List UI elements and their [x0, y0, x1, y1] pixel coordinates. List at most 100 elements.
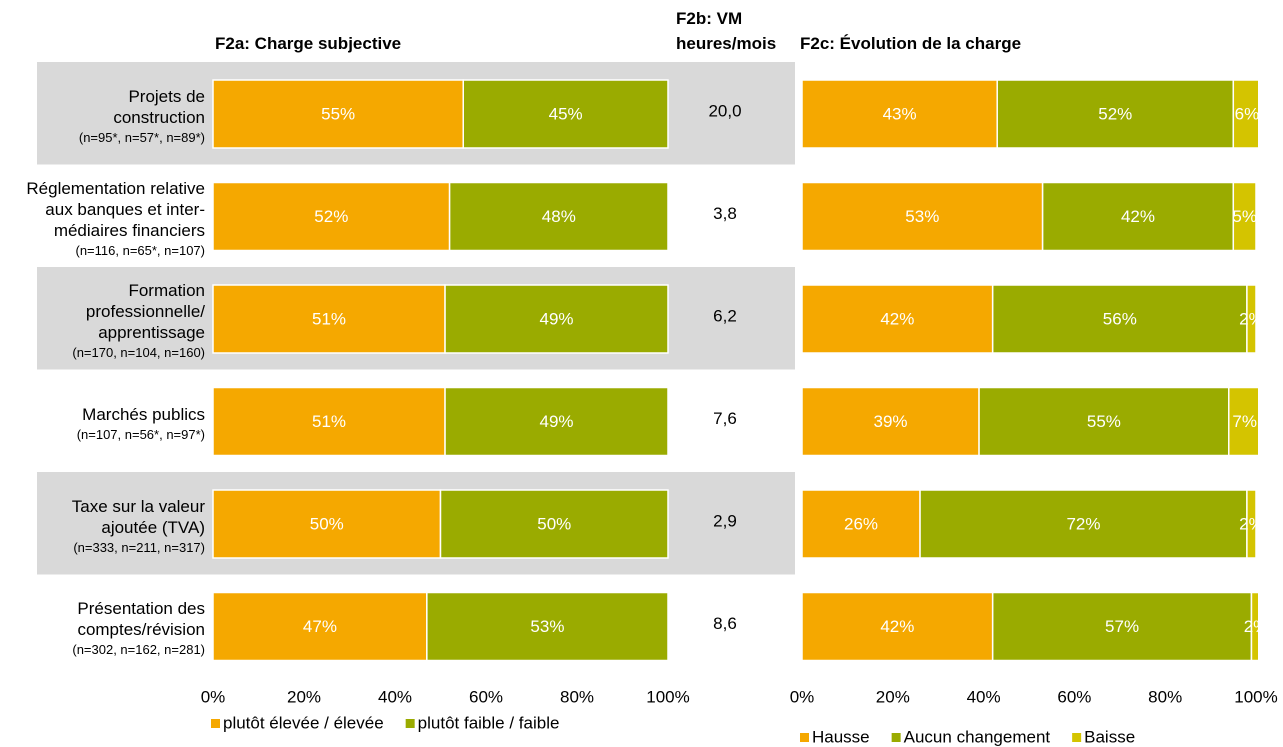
category-name: Projets de construction: [113, 86, 205, 127]
value-label: 53%: [905, 207, 939, 226]
value-label: 55%: [1087, 412, 1121, 431]
value-label: 2%: [1244, 617, 1269, 636]
x-tick-label: 80%: [560, 687, 594, 706]
bar-segment: [991, 591, 1253, 662]
x-tick-label: 80%: [1148, 687, 1182, 706]
panel-title: F2a: Charge subjective: [215, 34, 402, 53]
bar-segment: [1041, 181, 1235, 252]
x-tick-label: 20%: [287, 687, 321, 706]
value-label: 50%: [537, 514, 571, 533]
bar-segment: [996, 79, 1235, 149]
sample-size: (n=170, n=104, n=160): [72, 345, 205, 361]
value-label: 51%: [312, 412, 346, 431]
category-label: Marchés publics (n=107, n=56*, n=97*): [0, 404, 205, 444]
value-label: 6%: [1235, 104, 1260, 123]
table-value: 8,6: [713, 614, 737, 633]
category-name: Marchés publics: [82, 404, 205, 424]
bar-segment: [801, 386, 980, 457]
category-label: Formation professionnelle/ apprentissage…: [0, 280, 205, 362]
bar-segment: [212, 591, 428, 662]
panel-title: F2b: VM heures/mois: [676, 9, 777, 53]
value-label: 57%: [1105, 617, 1139, 636]
bar-segment: [212, 284, 446, 354]
legend-swatch: [800, 733, 809, 742]
legend-label: Hausse: [812, 727, 870, 746]
table-value: 6,2: [713, 306, 737, 325]
bar-segment: [1246, 489, 1257, 559]
value-label: 42%: [880, 309, 914, 328]
category-label: Projets de construction (n=95*, n=57*, n=…: [0, 86, 205, 147]
value-label: 50%: [310, 514, 344, 533]
category-name: Taxe sur la valeur ajoutée (TVA): [71, 496, 205, 537]
x-tick-label: 20%: [876, 687, 910, 706]
bar-segment: [439, 489, 669, 559]
value-label: 42%: [880, 617, 914, 636]
value-label: 52%: [314, 207, 348, 226]
bar-segment: [212, 79, 464, 149]
legend-swatch: [211, 719, 220, 728]
bar-segment: [1232, 79, 1258, 149]
bar-segment: [801, 591, 994, 662]
bar-segment: [1250, 591, 1258, 662]
category-label: Taxe sur la valeur ajoutée (TVA) (n=333, …: [0, 496, 205, 557]
value-label: 39%: [874, 412, 908, 431]
value-label: 43%: [883, 104, 917, 123]
value-label: 42%: [1121, 207, 1155, 226]
value-label: 49%: [540, 309, 574, 328]
legend-label: plutôt élevée / élevée: [223, 713, 384, 732]
sample-size: (n=107, n=56*, n=97*): [76, 426, 205, 442]
x-tick-label: 60%: [1057, 687, 1091, 706]
bar-segment: [462, 79, 669, 149]
x-tick-label: 100%: [646, 687, 689, 706]
sample-size: (n=116, n=65*, n=107): [75, 242, 205, 258]
bar-segment: [444, 386, 669, 457]
category-name: Réglementation relative aux banques et i…: [26, 178, 205, 240]
bar-segment: [426, 591, 669, 662]
table-value: 3,8: [713, 204, 737, 223]
x-tick-label: 40%: [378, 687, 412, 706]
value-label: 2%: [1239, 309, 1264, 328]
value-label: 48%: [542, 207, 576, 226]
x-tick-label: 60%: [469, 687, 503, 706]
category-label: Présentation des comptes/révision (n=302,…: [0, 598, 205, 659]
x-tick-label: 0%: [790, 687, 815, 706]
panel-title: F2c: Évolution de la charge: [800, 34, 1022, 53]
bar-segment: [444, 284, 669, 354]
sample-size: (n=302, n=162, n=281): [72, 642, 205, 658]
value-label: 7%: [1232, 412, 1257, 431]
value-label: 56%: [1103, 309, 1137, 328]
value-label: 52%: [1098, 104, 1132, 123]
bar-segment: [448, 181, 669, 252]
sample-size: (n=333, n=211, n=317): [73, 539, 205, 555]
category-name: Formation professionnelle/ apprentissage: [85, 281, 205, 343]
bar-segment: [212, 489, 442, 559]
legend-swatch: [405, 719, 415, 728]
table-value: 7,6: [713, 409, 737, 428]
table-value: 20,0: [708, 101, 741, 120]
bar-segment: [1232, 181, 1257, 252]
bar-segment: [919, 489, 1248, 559]
legend-label: Baisse: [1084, 727, 1135, 746]
legend-label: plutôt faible / faible: [418, 713, 560, 732]
bar-segment: [991, 284, 1248, 354]
value-label: 2%: [1239, 514, 1264, 533]
right-panel: 43% 52% 6% 53% 42% 5% 42% 56% 2% 39% 55% 7% 26% 72% 2%…: [801, 79, 1269, 662]
sample-size: (n=95*, n=57*, n=89*): [78, 129, 205, 145]
table-value: 2,9: [713, 511, 737, 530]
value-label: 5%: [1232, 207, 1257, 226]
legend-label: Aucun changement: [904, 727, 1051, 746]
x-tick-label: 100%: [1234, 687, 1277, 706]
category-label: Réglementation relative aux banques et i…: [0, 178, 205, 260]
x-tick-label: 40%: [967, 687, 1001, 706]
legend-swatch: [1072, 733, 1082, 742]
bar-segment: [212, 181, 451, 252]
value-label: 72%: [1066, 514, 1100, 533]
bar-segment: [1228, 386, 1258, 457]
value-label: 53%: [530, 617, 564, 636]
value-label: 26%: [844, 514, 878, 533]
legend-swatch: [891, 733, 901, 742]
bar-segment: [801, 181, 1044, 252]
x-tick-label: 0%: [201, 687, 226, 706]
